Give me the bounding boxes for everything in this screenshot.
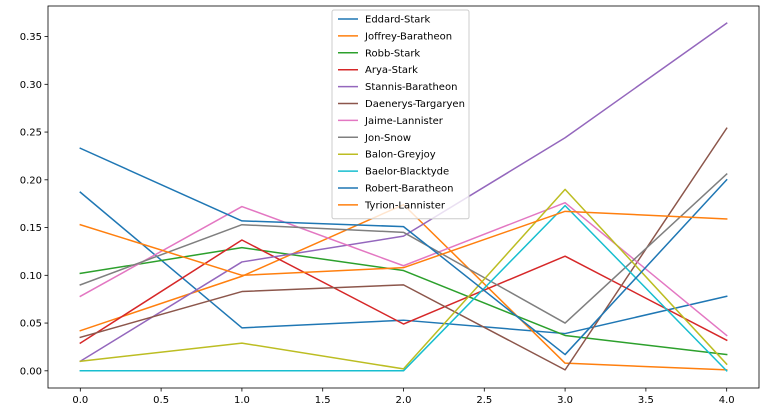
y-tick-label: 0.30 <box>20 80 42 91</box>
legend-label-1: Joffrey-Baratheon <box>364 31 452 42</box>
series-line-6 <box>79 201 728 337</box>
legend-label-0: Eddard-Stark <box>365 15 431 26</box>
legend-label-4: Stannis-Baratheon <box>365 82 457 93</box>
series-line-5 <box>79 127 728 371</box>
y-tick-label: 0.05 <box>20 319 42 330</box>
legend-label-11: Tyrion-Lannister <box>364 200 446 211</box>
x-tick-label: 2.0 <box>396 395 412 406</box>
series-line-2 <box>79 246 728 356</box>
axes-layer: 0.0 0.5 1.0 1.5 2.0 2.5 3.0 3.5 4.0 0.00 0.05 0.10 0… <box>20 5 760 406</box>
series-layer <box>79 22 728 372</box>
x-tick-label: 0.0 <box>72 395 88 406</box>
x-tick-label: 1.0 <box>234 395 250 406</box>
y-tick-label: 0.15 <box>20 223 42 234</box>
x-tick-label: 4.0 <box>719 395 735 406</box>
series-line-8 <box>79 188 728 370</box>
x-tick-label: 2.5 <box>476 395 492 406</box>
legend-label-7: Jon-Snow <box>364 133 411 144</box>
x-tick-label: 0.5 <box>153 395 169 406</box>
series-line-9 <box>79 204 728 372</box>
legend-label-9: Baelor-Blacktyde <box>365 167 449 178</box>
y-tick-label: 0.00 <box>20 366 42 377</box>
legend-label-2: Robb-Stark <box>365 48 420 59</box>
series-line-0 <box>79 191 728 335</box>
legend-label-10: Robert-Baratheon <box>365 184 454 195</box>
legend-frame <box>331 9 470 220</box>
y-tick-label: 0.35 <box>20 32 42 43</box>
legend-label-5: Daenerys-Targaryen <box>365 99 465 110</box>
x-tick-label: 1.5 <box>315 395 331 406</box>
series-line-11 <box>79 210 728 277</box>
x-tick-label: 3.0 <box>557 395 573 406</box>
legend-label-6: Jaime-Lannister <box>364 116 444 127</box>
y-tick-label: 0.20 <box>20 175 42 186</box>
x-tick-label: 3.5 <box>638 395 654 406</box>
series-line-3 <box>79 239 728 345</box>
series-line-1 <box>79 203 728 371</box>
y-tick-label: 0.10 <box>20 271 42 282</box>
legend-label-8: Balon-Greyjoy <box>365 150 436 161</box>
legend: Eddard-Stark Joffrey-Baratheon Robb-Stark A… <box>331 9 470 220</box>
series-line-4 <box>79 22 728 363</box>
series-line-7 <box>79 173 728 324</box>
legend-label-3: Arya-Stark <box>365 65 418 76</box>
series-line-10 <box>79 147 728 356</box>
y-tick-label: 0.25 <box>20 128 42 139</box>
